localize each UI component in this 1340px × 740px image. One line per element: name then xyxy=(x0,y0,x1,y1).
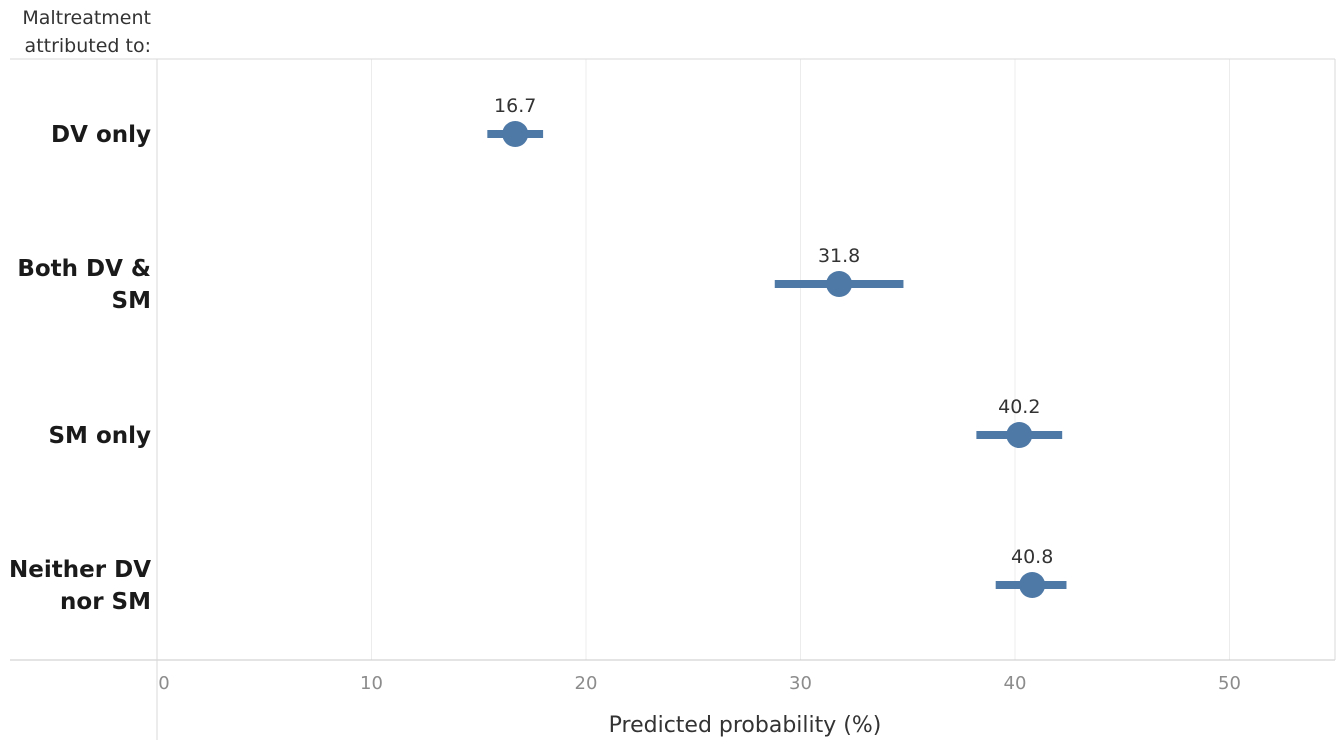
plot-frame xyxy=(10,58,1336,740)
row-header: Maltreatment attributed to: xyxy=(22,7,151,57)
category-label: Both DV & xyxy=(17,256,151,282)
category-label: Neither DV xyxy=(9,557,151,583)
x-tick-label: 20 xyxy=(575,673,598,694)
category-label: DV only xyxy=(51,122,151,148)
data-label: 16.7 xyxy=(494,95,536,117)
point-estimate xyxy=(1019,572,1046,598)
x-tick-label: 10 xyxy=(360,673,383,694)
data-marks: 16.7 31.8 40.2 40.8 xyxy=(487,95,1067,598)
point-estimate xyxy=(502,121,529,147)
category-labels: DV only Both DV & SM SM only Neither DV nor S… xyxy=(9,122,151,615)
x-axis-ticks: 0 10 20 30 40 50 xyxy=(158,673,1241,694)
point-estimate xyxy=(1006,422,1033,448)
data-label: 31.8 xyxy=(818,245,860,267)
x-tick-label: 40 xyxy=(1004,673,1027,694)
x-tick-label: 30 xyxy=(789,673,812,694)
x-tick-label: 50 xyxy=(1218,673,1241,694)
x-axis-title: Predicted probability (%) xyxy=(609,713,882,738)
data-label: 40.2 xyxy=(998,396,1040,418)
category-label: SM xyxy=(112,288,151,314)
row-header-line: attributed to: xyxy=(25,35,151,57)
gridlines xyxy=(371,59,1230,660)
data-label: 40.8 xyxy=(1011,546,1053,568)
point-estimate xyxy=(826,271,853,297)
x-tick-label: 0 xyxy=(158,673,169,694)
category-label: SM only xyxy=(48,423,151,449)
category-label: nor SM xyxy=(60,589,151,615)
row-header-line: Maltreatment xyxy=(22,7,151,29)
